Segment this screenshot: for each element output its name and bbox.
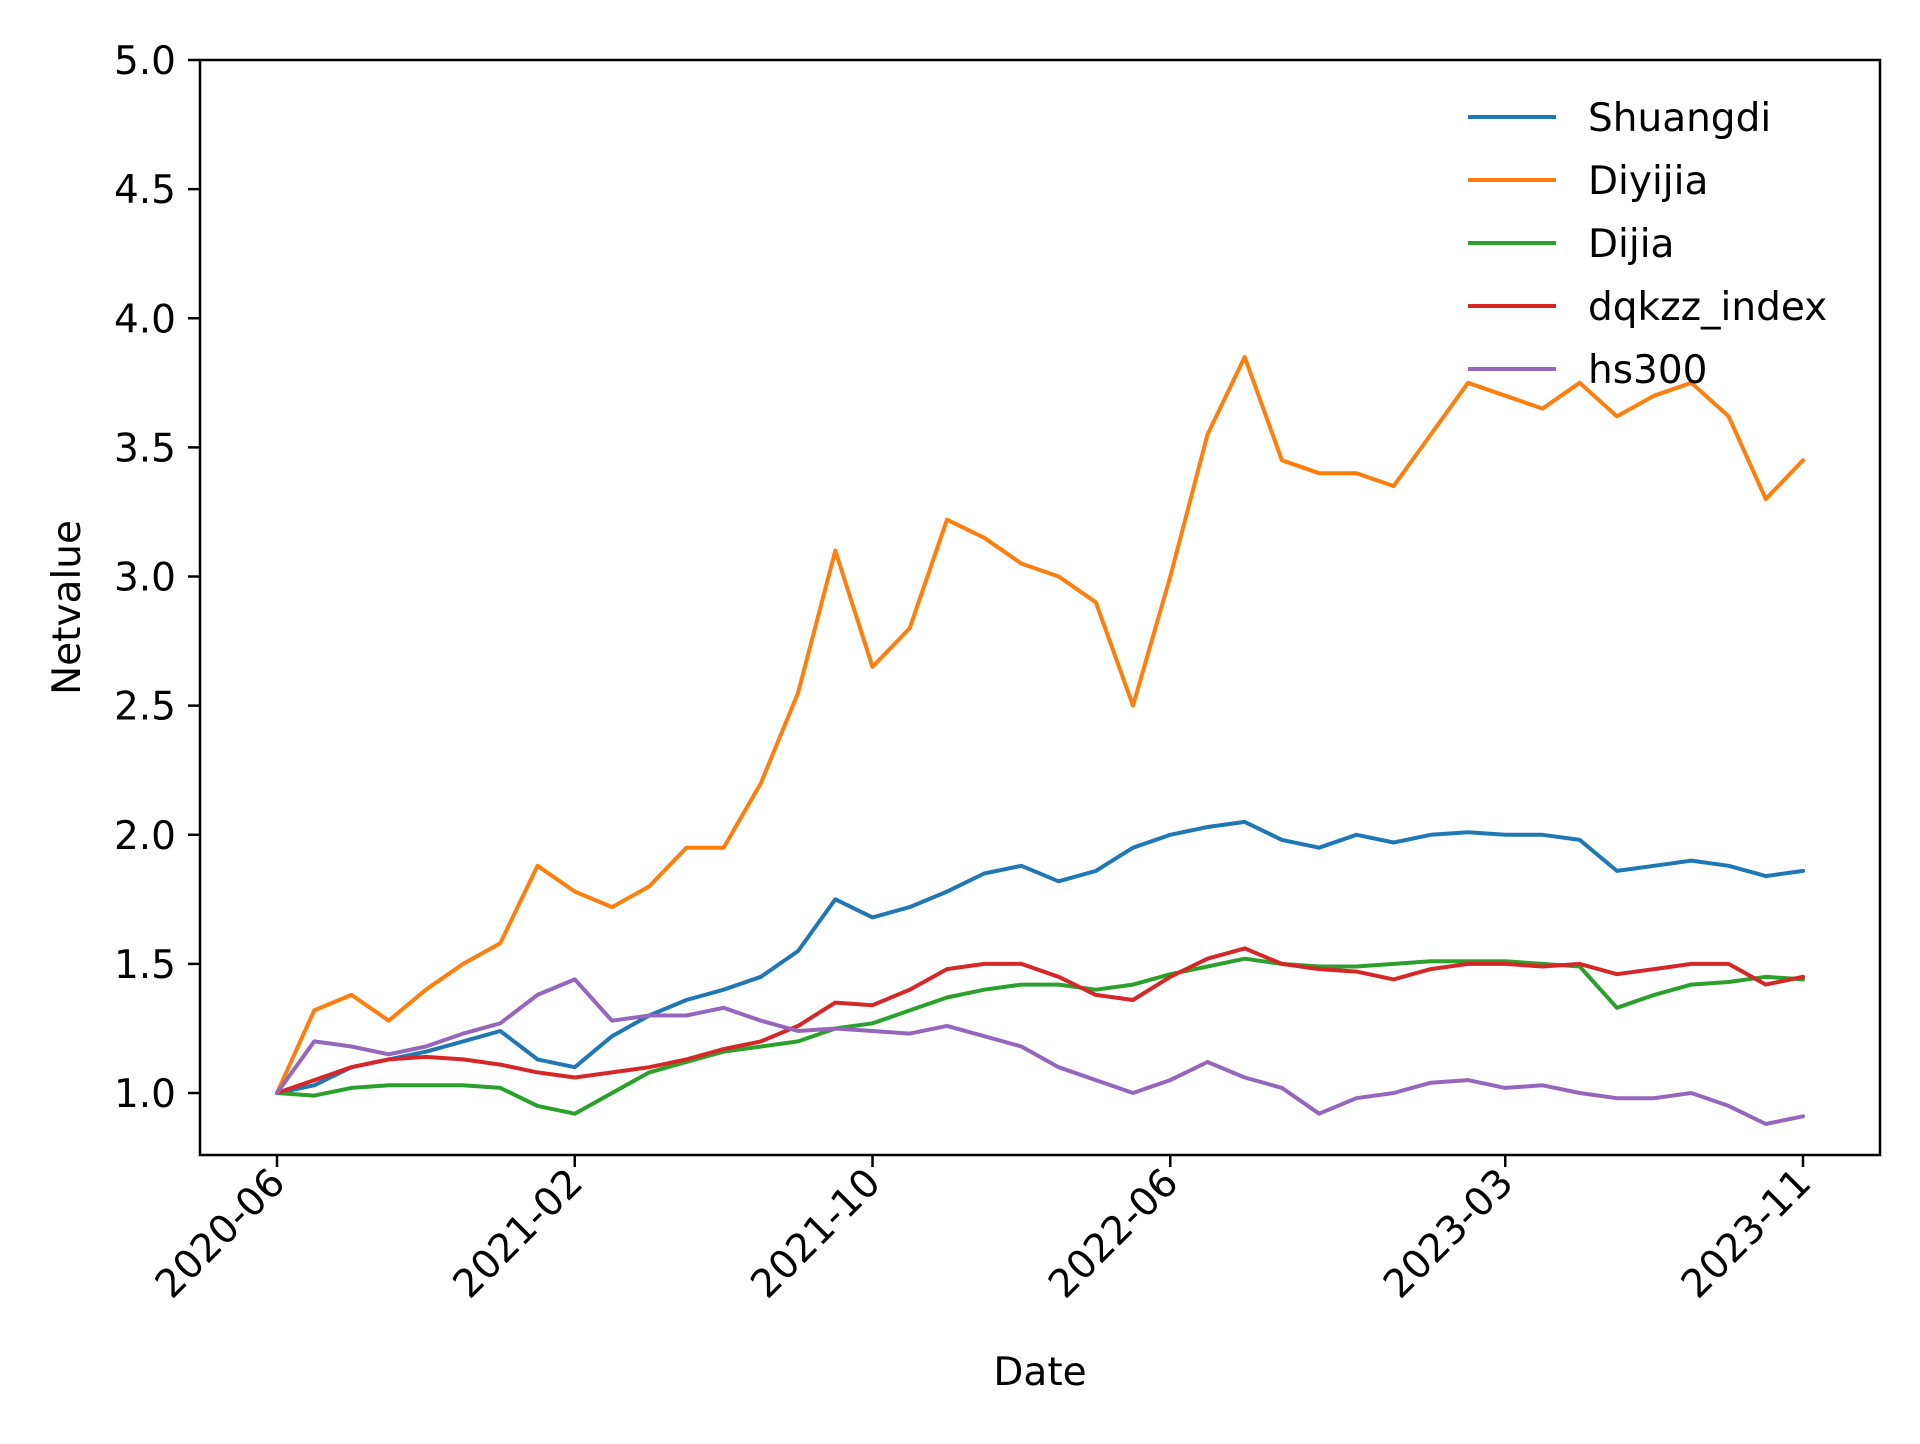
x-tick-label: 2022-06 (1040, 1160, 1187, 1307)
y-tick-label: 2.5 (114, 685, 176, 730)
series-line-shuangdi (275, 819, 1805, 1095)
y-tick-label: 1.5 (114, 943, 176, 988)
y-tick-label: 4.5 (114, 168, 176, 213)
x-tick-label: 2021-02 (445, 1160, 592, 1307)
y-tick-label: 4.0 (114, 297, 176, 342)
series-layer (275, 355, 1805, 1126)
legend-label: Diyijia (1588, 159, 1708, 204)
y-tick-label: 3.0 (114, 556, 176, 601)
legend-label: dqkzz_index (1588, 285, 1827, 330)
y-tick-label: 3.5 (114, 426, 176, 471)
legend: Shuangdi Diyijia Dijia dqkzz_index hs300 (1468, 96, 1827, 393)
y-tick-label: 1.0 (114, 1072, 176, 1117)
legend-label: hs300 (1588, 348, 1707, 393)
x-tick-label: 2020-06 (147, 1160, 294, 1307)
y-axis-title: Netvalue (45, 520, 90, 695)
x-tick-label: 2023-03 (1375, 1160, 1522, 1307)
y-tick-label: 5.0 (114, 39, 176, 84)
series-line-hs300 (275, 977, 1805, 1126)
x-tick-label: 2023-11 (1673, 1160, 1820, 1307)
x-axis-title: Date (993, 1350, 1086, 1395)
legend-label: Dijia (1588, 222, 1674, 267)
axes-layer: 1.0 1.5 2.0 2.5 3.0 3.5 4.0 4.5 5.0 2020-06 2021-0… (114, 39, 1820, 1307)
x-tick-label: 2021-10 (743, 1160, 890, 1307)
series-line-dqkzz-index (275, 946, 1805, 1095)
y-tick-label: 2.0 (114, 814, 176, 859)
plot-frame (198, 58, 1882, 1157)
series-line-diyijia (275, 355, 1805, 1095)
legend-label: Shuangdi (1588, 96, 1771, 141)
